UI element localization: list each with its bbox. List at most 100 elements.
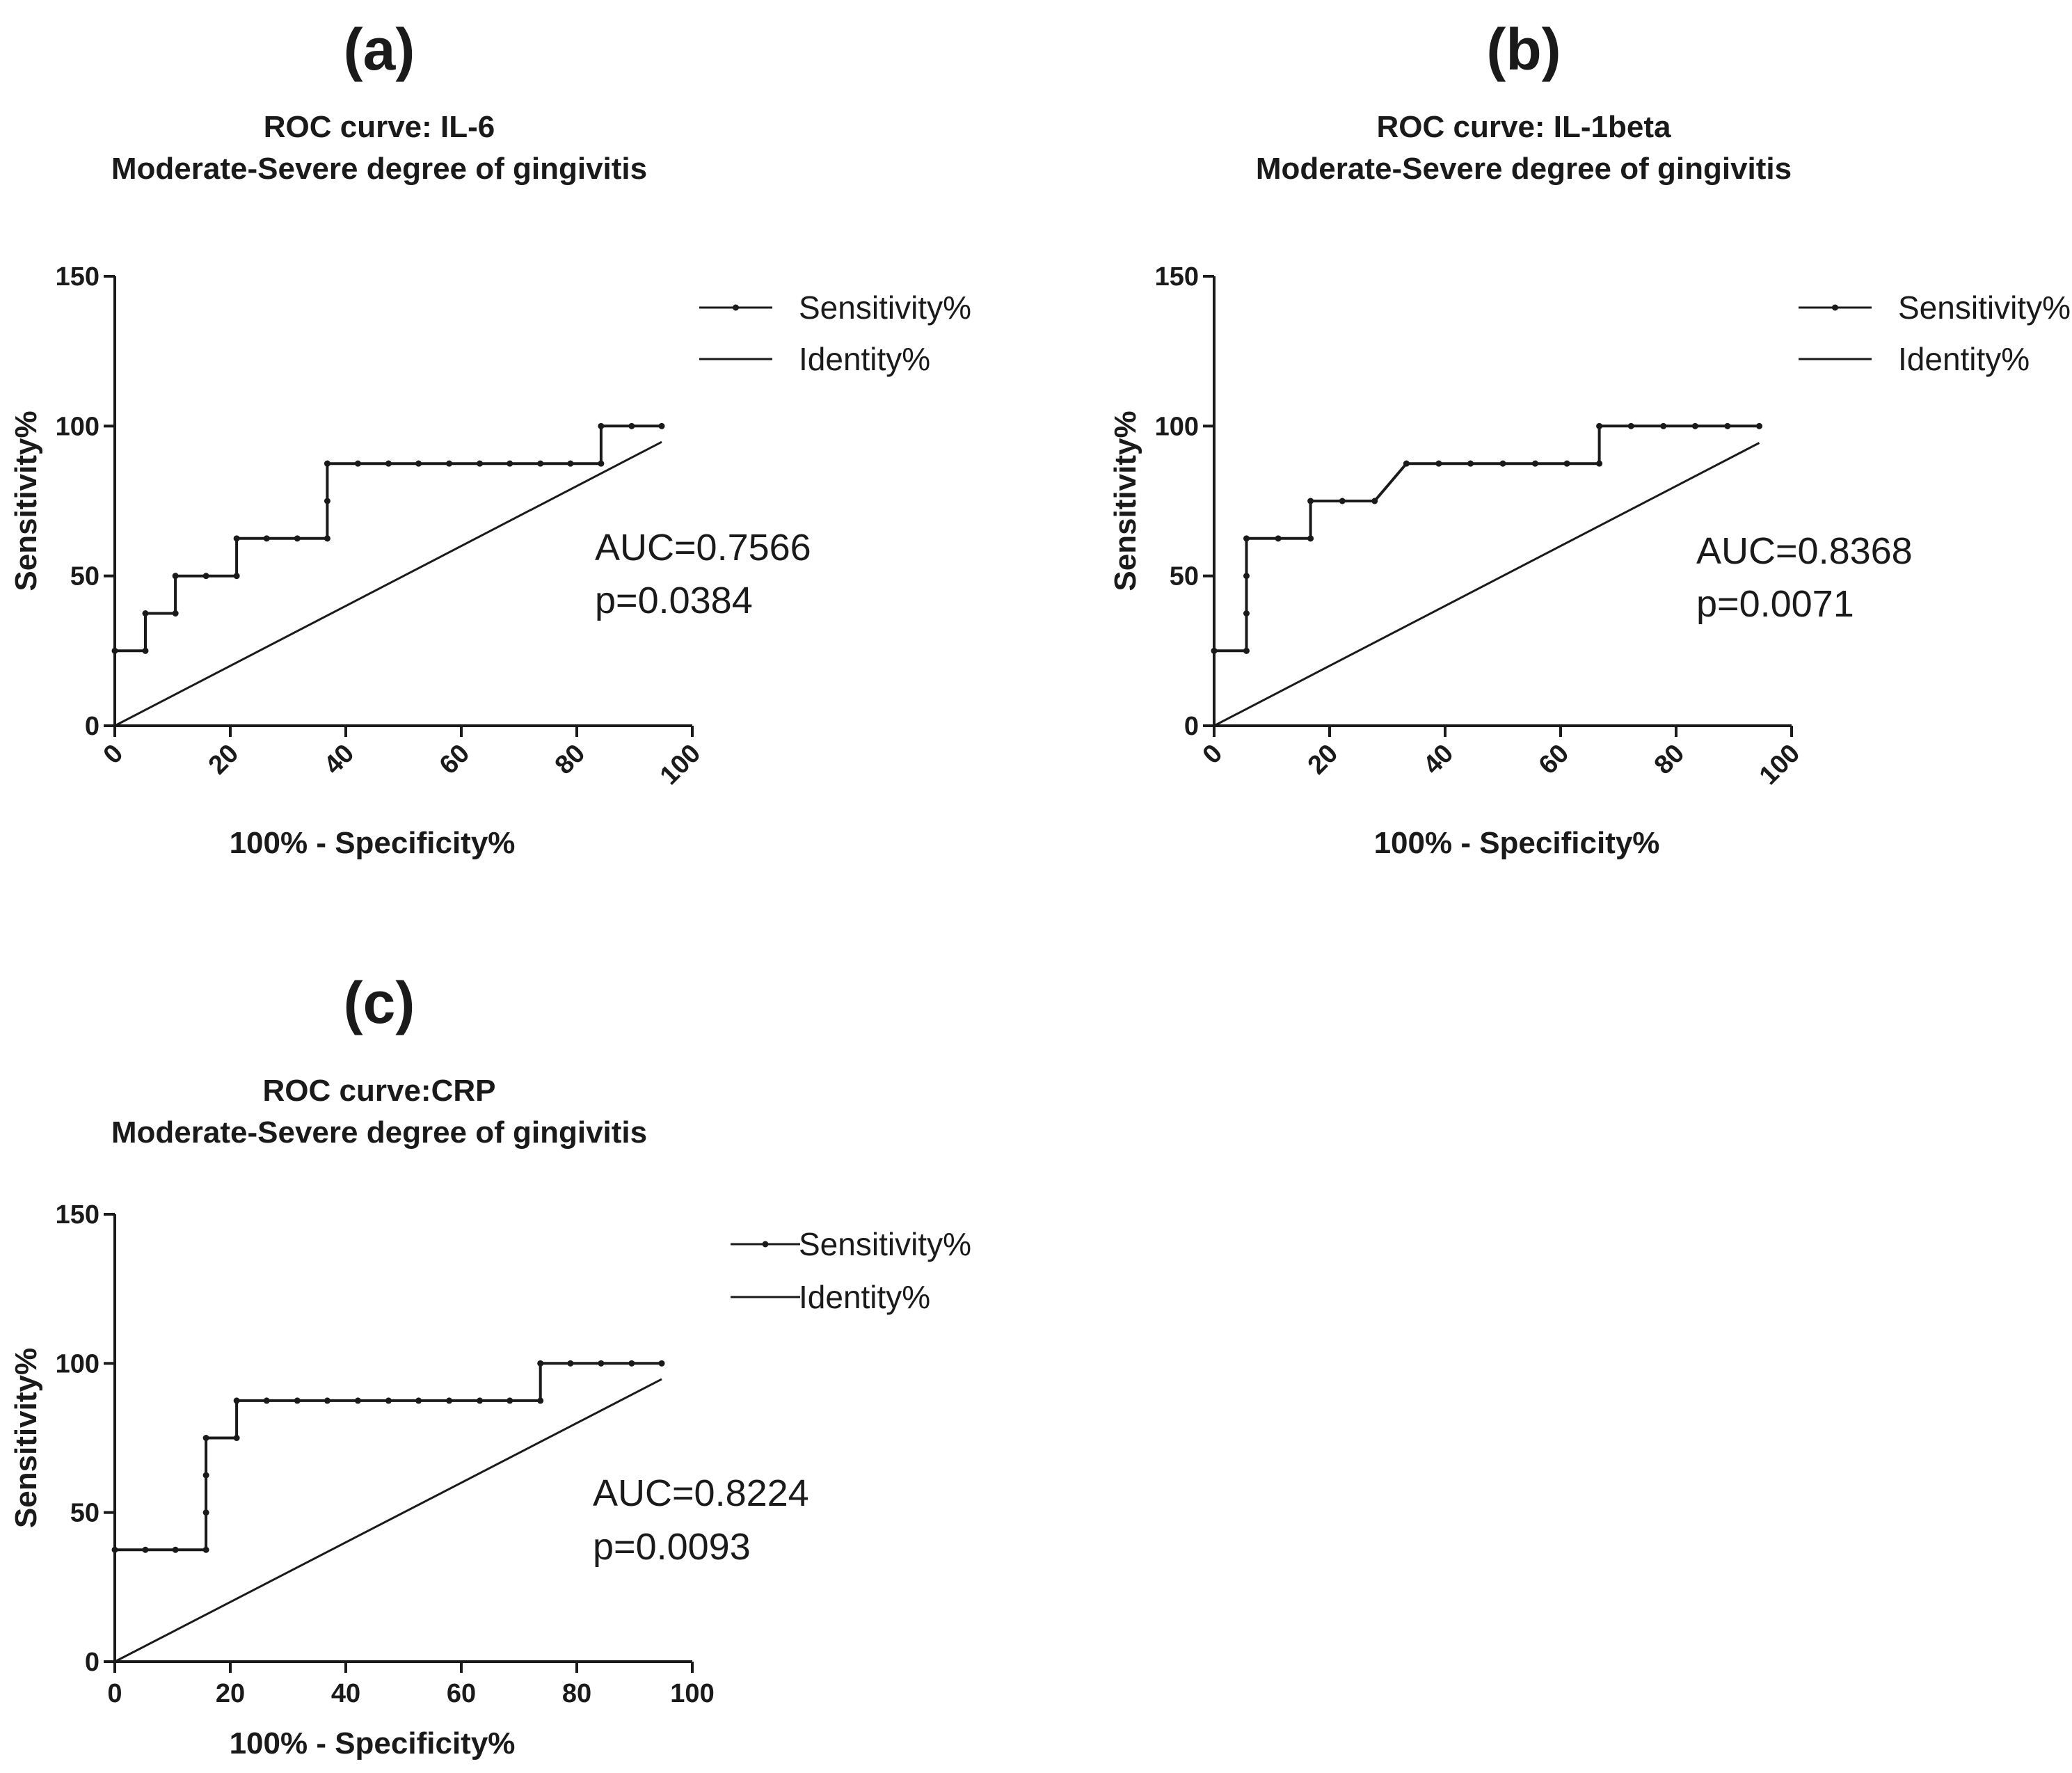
p-value-annotation: p=0.0384 (595, 580, 753, 621)
sensitivity-data-point (172, 1546, 179, 1553)
legend-label-identity: Identity% (1898, 341, 2030, 377)
sensitivity-data-point (111, 647, 118, 654)
legend-label-identity: Identity% (799, 1279, 930, 1315)
sensitivity-data-point (233, 1435, 240, 1441)
legend-label-sensitivity: Sensitivity% (1898, 289, 2071, 326)
x-tick-label: 80 (550, 739, 591, 781)
sensitivity-data-point (477, 460, 484, 467)
sensitivity-data-point (507, 1397, 513, 1404)
y-tick-label: 0 (1184, 712, 1199, 741)
x-tick-label: 60 (434, 739, 476, 781)
sensitivity-data-point (537, 1360, 544, 1367)
sensitivity-data-point (233, 573, 240, 580)
y-axis-label: Sensitivity% (9, 1348, 43, 1528)
roc-panel-b: (b) ROC curve: IL-1beta Moderate-Severe de… (1108, 17, 2071, 860)
sensitivity-data-point (446, 460, 453, 467)
y-tick-label: 0 (85, 1648, 99, 1677)
x-tick-label: 100 (1754, 739, 1806, 791)
y-tick-label: 150 (56, 1200, 99, 1230)
sensitivity-data-point (1660, 422, 1667, 429)
x-tick-label: 0 (1197, 739, 1229, 770)
sensitivity-data-point (202, 1435, 209, 1441)
sensitivity-data-point (324, 460, 330, 467)
sensitivity-data-point (233, 1397, 240, 1404)
roc-panel-a: (a) ROC curve: IL-6 Moderate-Severe degree… (9, 17, 971, 860)
sensitivity-data-point (233, 535, 240, 542)
sensitivity-data-point (1371, 498, 1378, 504)
x-tick-label: 20 (216, 1679, 245, 1708)
y-tick-label: 100 (56, 1349, 99, 1378)
sensitivity-data-point (294, 535, 301, 542)
x-tick-label: 40 (319, 739, 360, 781)
sensitivity-data-point (1435, 460, 1442, 467)
sensitivity-data-point (567, 460, 574, 467)
sensitivity-data-point (1339, 498, 1346, 504)
sensitivity-data-point (324, 1397, 330, 1404)
sensitivity-data-point (354, 460, 361, 467)
y-tick-label: 50 (1170, 562, 1199, 591)
sensitivity-series-line (115, 1362, 662, 1552)
sensitivity-data-point (628, 422, 635, 429)
sensitivity-data-point (537, 460, 544, 467)
x-tick-label: 80 (1649, 739, 1691, 781)
sensitivity-data-point (385, 460, 392, 467)
chart-title-line-2: Moderate-Severe degree of gingivitis (111, 1115, 647, 1150)
panel-letter: (a) (344, 17, 415, 82)
sensitivity-data-point (1243, 610, 1250, 617)
identity-series-line (114, 440, 662, 727)
sensitivity-data-point (1596, 460, 1603, 467)
sensitivity-data-point (415, 1397, 422, 1404)
roc-panel-c: (c) ROC curve:CRP Moderate-Severe degree o… (9, 970, 971, 1760)
sensitivity-data-point (172, 610, 179, 617)
sensitivity-data-point (202, 1509, 209, 1516)
auc-annotation: AUC=0.8368 (1696, 530, 1913, 572)
legend-marker-sensitivity (733, 304, 739, 311)
y-axis-label: Sensitivity% (1108, 411, 1142, 591)
sensitivity-data-point (263, 535, 270, 542)
sensitivity-data-point (202, 1472, 209, 1479)
x-tick-label: 100 (670, 1679, 714, 1708)
sensitivity-data-point (446, 1397, 453, 1404)
auc-annotation: AUC=0.8224 (593, 1472, 809, 1514)
sensitivity-data-point (537, 1397, 544, 1404)
sensitivity-data-point (202, 1546, 209, 1553)
sensitivity-data-point (1403, 460, 1410, 467)
y-tick-label: 100 (1155, 412, 1199, 441)
legend-marker-sensitivity (762, 1241, 769, 1248)
sensitivity-data-point (142, 1546, 149, 1553)
x-tick-label: 0 (98, 739, 129, 770)
chart-title-line-1: ROC curve:CRP (263, 1074, 496, 1108)
sensitivity-data-point (1724, 422, 1731, 429)
sensitivity-data-point (1211, 647, 1218, 654)
sensitivity-data-point (324, 498, 330, 504)
legend-label-sensitivity: Sensitivity% (799, 1226, 971, 1262)
sensitivity-data-point (263, 1397, 270, 1404)
sensitivity-data-point (1307, 535, 1314, 542)
panel-letter: (b) (1486, 17, 1561, 82)
sensitivity-data-point (1563, 460, 1570, 467)
sensitivity-data-point (1499, 460, 1506, 467)
sensitivity-series-line (115, 424, 662, 653)
identity-series-line (1213, 442, 1760, 727)
sensitivity-data-point (142, 647, 149, 654)
sensitivity-data-point (324, 535, 330, 542)
sensitivity-data-point (202, 573, 209, 580)
y-tick-label: 0 (85, 712, 99, 741)
legend-label-identity: Identity% (799, 341, 930, 377)
y-tick-label: 50 (70, 562, 99, 591)
x-tick-label: 80 (562, 1679, 591, 1708)
sensitivity-data-point (1243, 535, 1250, 542)
identity-series-line (114, 1378, 662, 1663)
x-tick-label: 0 (107, 1679, 122, 1708)
x-tick-label: 60 (447, 1679, 476, 1708)
sensitivity-data-point (1275, 535, 1282, 542)
p-value-annotation: p=0.0093 (593, 1526, 751, 1568)
sensitivity-data-point (1307, 498, 1314, 504)
legend-marker-sensitivity (1832, 304, 1838, 311)
panel-letter: (c) (344, 970, 415, 1035)
sensitivity-data-point (1467, 460, 1474, 467)
sensitivity-data-point (1596, 422, 1603, 429)
y-tick-label: 150 (56, 262, 99, 292)
y-tick-label: 50 (70, 1499, 99, 1528)
